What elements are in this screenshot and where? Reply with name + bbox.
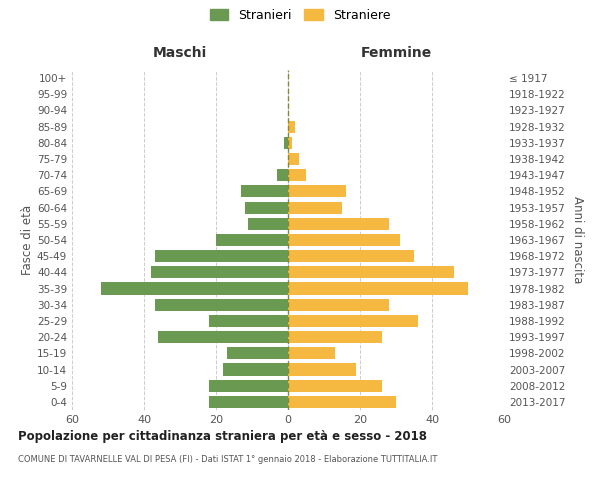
Bar: [227, 348, 288, 360]
Y-axis label: Fasce di età: Fasce di età: [21, 205, 34, 275]
Bar: [151, 266, 288, 278]
Bar: [288, 153, 299, 165]
Bar: [288, 348, 335, 360]
Text: Popolazione per cittadinanza straniera per età e sesso - 2018: Popolazione per cittadinanza straniera p…: [18, 430, 427, 443]
Text: Femmine: Femmine: [361, 46, 431, 60]
Bar: [248, 218, 288, 230]
Bar: [288, 202, 342, 213]
Bar: [284, 137, 288, 149]
Bar: [209, 396, 288, 408]
Bar: [155, 298, 288, 311]
Bar: [288, 282, 468, 294]
Bar: [288, 186, 346, 198]
Bar: [288, 137, 292, 149]
Bar: [288, 218, 389, 230]
Bar: [209, 380, 288, 392]
Bar: [288, 364, 356, 376]
Bar: [223, 364, 288, 376]
Y-axis label: Anni di nascita: Anni di nascita: [571, 196, 584, 284]
Text: Maschi: Maschi: [153, 46, 207, 60]
Legend: Stranieri, Straniere: Stranieri, Straniere: [209, 8, 391, 22]
Bar: [216, 234, 288, 246]
Bar: [288, 250, 414, 262]
Bar: [209, 315, 288, 327]
Bar: [288, 266, 454, 278]
Bar: [288, 380, 382, 392]
Bar: [101, 282, 288, 294]
Bar: [288, 234, 400, 246]
Bar: [288, 169, 306, 181]
Bar: [288, 331, 382, 343]
Bar: [288, 315, 418, 327]
Bar: [288, 298, 389, 311]
Bar: [288, 120, 295, 132]
Text: COMUNE DI TAVARNELLE VAL DI PESA (FI) - Dati ISTAT 1° gennaio 2018 - Elaborazion: COMUNE DI TAVARNELLE VAL DI PESA (FI) - …: [18, 455, 437, 464]
Bar: [241, 186, 288, 198]
Bar: [158, 331, 288, 343]
Bar: [288, 396, 396, 408]
Bar: [155, 250, 288, 262]
Bar: [245, 202, 288, 213]
Bar: [277, 169, 288, 181]
